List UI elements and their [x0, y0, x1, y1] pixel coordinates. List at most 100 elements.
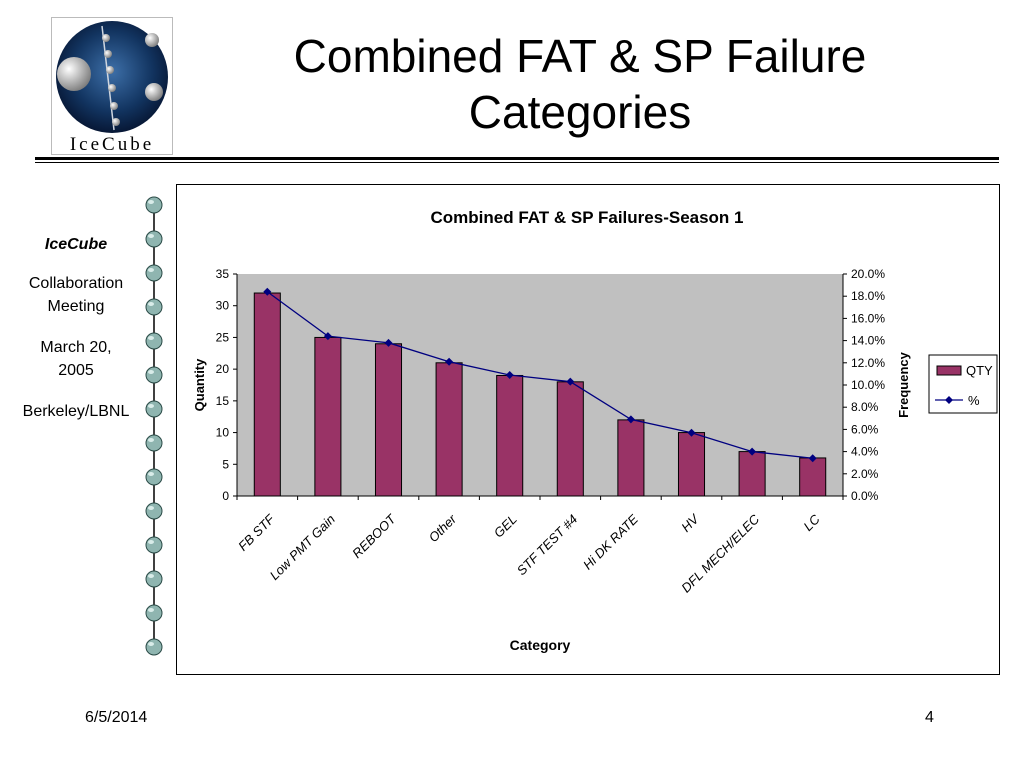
legend-label-percent: %: [968, 393, 980, 408]
bead-highlight: [148, 472, 154, 476]
bead: [145, 196, 163, 214]
sidebar-date-line1: March 20,: [40, 339, 112, 356]
y-tick-label: 25: [216, 330, 230, 344]
y-tick-label: 35: [216, 267, 230, 281]
slide-title-line2: Categories: [468, 86, 692, 138]
footer-date: 6/5/2014: [85, 709, 148, 726]
bead: [145, 400, 163, 418]
y-tick-label: 5: [222, 457, 229, 471]
sidebar-date: March 20, 2005: [0, 336, 152, 382]
y2-tick-label: 4.0%: [851, 445, 879, 459]
slide-title: Combined FAT & SP Failure Categories: [190, 28, 970, 140]
line-point: [626, 415, 635, 424]
y2-tick-label: 10.0%: [851, 378, 885, 392]
bar: [496, 374, 524, 497]
bead-highlight: [148, 540, 154, 544]
category-label: LC: [800, 511, 823, 534]
y2-tick-label: 16.0%: [851, 311, 885, 325]
icecube-logo: IceCube: [51, 17, 173, 155]
logo-text: IceCube: [70, 134, 154, 154]
bead: [145, 434, 163, 452]
bar: [435, 362, 463, 497]
bead: [145, 332, 163, 350]
bead-highlight: [148, 642, 154, 646]
footer-page-number: 4: [925, 709, 934, 726]
line-point: [748, 447, 757, 456]
sidebar: IceCube Collaboration Meeting March 20, …: [0, 232, 152, 441]
bead-highlight: [148, 302, 154, 306]
bar: [738, 451, 766, 497]
y-tick-label: 30: [216, 299, 230, 313]
bead-highlight: [148, 506, 154, 510]
bead-highlight: [148, 268, 154, 272]
sidebar-org: IceCube: [44, 236, 108, 253]
category-label: STF TEST #4: [514, 512, 581, 579]
plot-area: 0 5 10 15 20 25 30 35 0.0% 2.0% 4.0% 6.0% 8.0% 10.0% 1…: [216, 267, 886, 596]
bead: [145, 298, 163, 316]
line-point: [323, 332, 332, 341]
bead: [145, 230, 163, 248]
bead: [145, 468, 163, 486]
y-tick-label: 20: [216, 362, 230, 376]
bead-highlight: [148, 438, 154, 442]
bead-highlight: [148, 200, 154, 204]
bead-highlight: [148, 404, 154, 408]
pareto-chart: Combined FAT & SP Failures-Season 1 Quan…: [192, 208, 998, 653]
bar: [253, 292, 281, 497]
bar: [799, 457, 827, 497]
title-divider: [35, 157, 999, 160]
category-label: Other: [426, 511, 460, 545]
bar: [677, 432, 706, 497]
bead: [145, 366, 163, 384]
frequency-line: [266, 291, 813, 459]
sidebar-location: Berkeley/LBNL: [22, 403, 130, 420]
bead: [145, 502, 163, 520]
category-label: HV: [678, 511, 702, 535]
bar: [374, 343, 403, 497]
line-point: [566, 377, 575, 386]
line-point: [263, 287, 272, 296]
legend-label-qty: QTY: [966, 363, 993, 378]
y2-tick-label: 2.0%: [851, 467, 879, 481]
line-point: [808, 454, 817, 463]
sidebar-event-line2: Meeting: [47, 298, 105, 315]
bar: [556, 381, 584, 497]
chart-title: Combined FAT & SP Failures-Season 1: [431, 208, 744, 227]
bead-string-decoration: [145, 196, 163, 656]
bead: [145, 264, 163, 282]
bar: [314, 336, 342, 497]
y2-tick-label: 12.0%: [851, 356, 885, 370]
y2-tick-label: 18.0%: [851, 289, 885, 303]
bar: [617, 419, 645, 497]
bead: [145, 536, 163, 554]
legend-box: [928, 354, 998, 414]
bead-highlight: [148, 370, 154, 374]
category-label: Low PMT Gain: [267, 512, 338, 583]
chart-frame: Combined FAT & SP Failures-Season 1 Quan…: [176, 184, 1000, 675]
y2-tick-label: 8.0%: [851, 400, 879, 414]
slide-title-line1: Combined FAT & SP Failure: [293, 30, 867, 82]
legend-marker: [945, 396, 953, 404]
sidebar-date-line2: 2005: [58, 362, 94, 379]
y-axis-label: Quantity: [192, 358, 207, 411]
y-tick-label: 10: [216, 426, 230, 440]
category-label: Hi DK RATE: [580, 511, 641, 572]
y-tick-label: 0: [222, 489, 229, 503]
chart-legend: QTY%: [928, 354, 998, 414]
line-point: [384, 338, 393, 347]
y2-tick-label: 14.0%: [851, 334, 885, 348]
y2-tick-label: 6.0%: [851, 422, 879, 436]
bead-highlight: [148, 574, 154, 578]
bead-highlight: [148, 234, 154, 238]
bead-highlight: [148, 336, 154, 340]
y2-tick-label: 20.0%: [851, 267, 885, 281]
category-label: FB STF: [235, 511, 278, 554]
bead-highlight: [148, 608, 154, 612]
line-point: [687, 428, 696, 437]
category-label: GEL: [491, 512, 520, 541]
bead: [145, 570, 163, 588]
sidebar-event: Collaboration Meeting: [0, 272, 152, 318]
line-point: [505, 371, 514, 380]
y2-axis-label: Frequency: [896, 351, 911, 418]
legend-swatch-qty: [936, 365, 962, 376]
